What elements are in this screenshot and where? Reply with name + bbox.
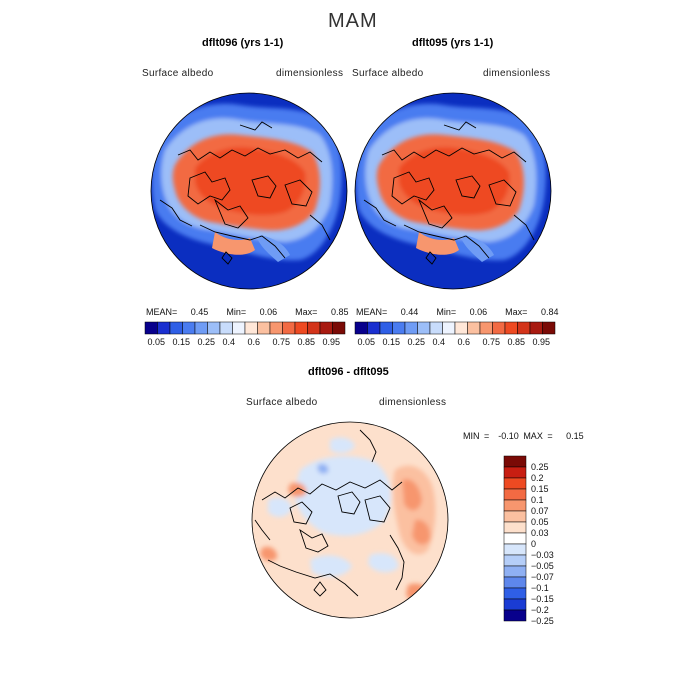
diff-colorbar-tick-label: 0.05 [531,517,549,527]
diff-colorbar-cell [503,510,527,523]
diff-colorbar-tick-label: 0.15 [531,484,549,494]
panel2-colorbar-tick-label: 0.85 [507,337,526,347]
panel1-colorbar [144,321,346,335]
panel2-colorbar-cell [542,321,556,335]
panel2-title: dflt095 (yrs 1-1) [412,37,494,49]
panel2-albedo-field [355,93,551,289]
panel1-title: dflt096 (yrs 1-1) [202,37,284,49]
panel1-colorbar-tick-label: 0.25 [197,337,216,347]
diff-colorbar [503,455,527,622]
figure-title: MAM [328,10,378,32]
panel2-colorbar-tick-label: 0.75 [482,337,501,347]
diff-map-border [251,421,449,619]
diff-colorbar-cell [503,543,527,556]
panel1-units-label: dimensionless [276,68,344,79]
diff-colorbar-cell [503,488,527,501]
panel2-stats: MEAN= 0.44 Min= 0.06 Max= 0.84 [356,307,559,317]
panel1-colorbar-cell [332,321,346,335]
panel1-colorbar-tick-label: 0.05 [147,337,166,347]
diff-panel-title: dflt096 - dflt095 [308,366,389,378]
diff-colorbar-cell [503,499,527,512]
panel2-colorbar-tick-label: 0.4 [432,337,446,347]
diff-colorbar-tick-label: −0.03 [531,550,554,560]
diff-colorbar-cell [503,598,527,611]
panel1-stats: MEAN= 0.45 Min= 0.06 Max= 0.85 [146,307,349,317]
diff-colorbar-tick-label: −0.15 [531,594,554,604]
diff-colorbar-cell [503,532,527,545]
panel2-colorbar [354,321,556,335]
panel1-colorbar-tick-label: 0.4 [222,337,236,347]
diff-colorbar-tick-label: 0.07 [531,506,549,516]
diff-colorbar-cell [503,455,527,468]
diff-coastlines [254,429,405,597]
panel2-colorbar-tick-label: 0.25 [407,337,426,347]
panel2-colorbar-ticks: 0.05 0.15 0.25 0.4 0.6 0.75 0.85 0.95 [355,337,555,349]
panel2-colorbar-tick-label: 0.05 [357,337,376,347]
panel1-variable-label: Surface albedo [142,68,214,79]
diff-colorbar-tick-label: −0.2 [531,605,549,615]
panel1-map-border [150,92,348,290]
diff-colorbar-tick-label: −0.07 [531,572,554,582]
diff-field [252,422,448,618]
panel1-colorbar-tick-label: 0.75 [272,337,291,347]
diff-colorbar-cell [503,554,527,567]
diff-colorbar-cell [503,466,527,479]
panel2-colorbar-tick-label: 0.95 [532,337,551,347]
diff-colorbar-ticks: 0.25 0.2 0.15 0.1 0.07 0.05 0.03 0 −0.03 −0.05 −0.… [531,456,591,626]
diff-colorbar-tick-label: 0 [531,539,537,549]
diff-colorbar-tick-label: −0.05 [531,561,554,571]
panel1-colorbar-tick-label: 0.15 [172,337,191,347]
diff-colorbar-tick-label: 0.25 [531,462,549,472]
diff-colorbar-tick-label: 0.03 [531,528,549,538]
diff-colorbar-cell [503,587,527,600]
diff-colorbar-tick-label: 0.2 [531,473,544,483]
panel2-colorbar-tick-label: 0.15 [382,337,401,347]
panel1-colorbar-ticks: 0.05 0.15 0.25 0.4 0.6 0.75 0.85 0.95 [145,337,345,349]
panel1-albedo-field [151,93,347,289]
diff-colorbar-cell [503,477,527,490]
panel1-coastlines [159,121,331,265]
panel2-colorbar-tick-label: 0.6 [457,337,471,347]
panel2-variable-label: Surface albedo [352,68,424,79]
diff-colorbar-tick-label: 0.1 [531,495,544,505]
panel2-units-label: dimensionless [483,68,551,79]
diff-variable-label: Surface albedo [246,397,318,408]
panel2-map-border [354,92,552,290]
diff-units-label: dimensionless [379,397,447,408]
panel1-colorbar-tick-label: 0.85 [297,337,316,347]
diff-colorbar-cell [503,521,527,534]
diff-colorbar-tick-label: −0.25 [531,616,554,626]
panel1-colorbar-tick-label: 0.6 [247,337,261,347]
diff-colorbar-cell [503,565,527,578]
diff-colorbar-tick-label: −0.1 [531,583,549,593]
panel1-colorbar-tick-label: 0.95 [322,337,341,347]
diff-stats: MIN = -0.10 MAX = 0.15 [463,431,584,441]
diff-colorbar-cell [503,609,527,622]
diff-colorbar-cell [503,576,527,589]
panel2-coastlines [363,121,535,265]
